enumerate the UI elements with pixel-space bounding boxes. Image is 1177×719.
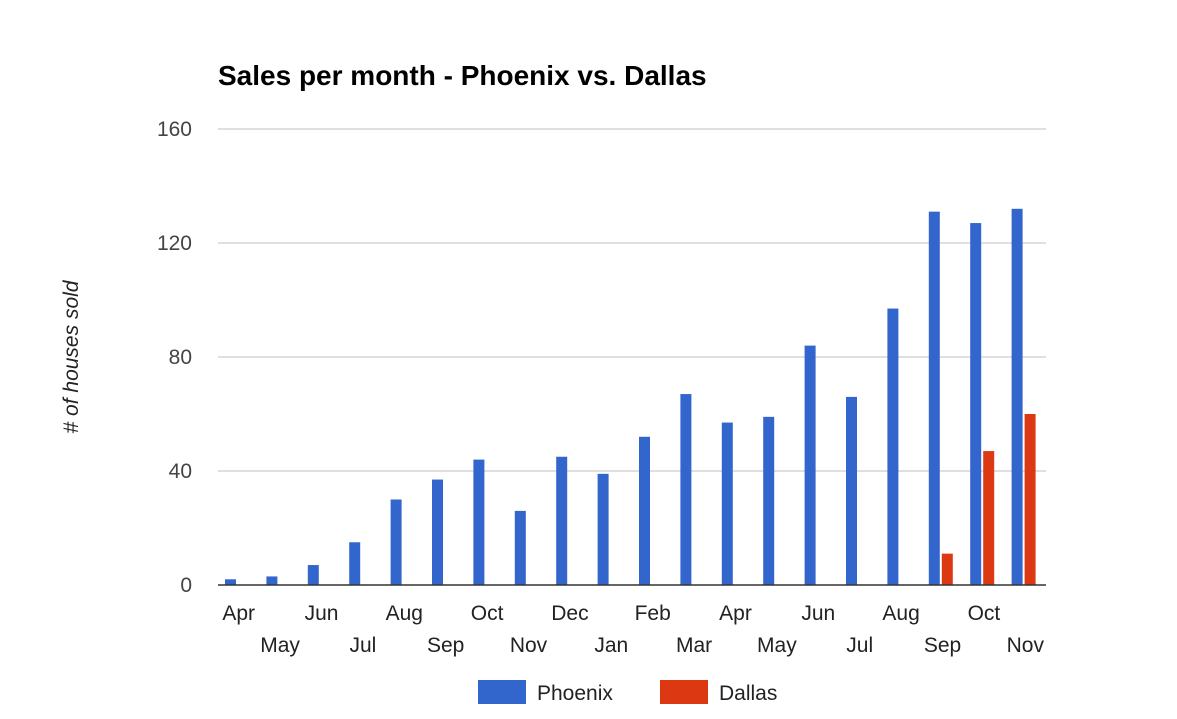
x-tick-label: Oct [471, 602, 504, 625]
bar-phoenix-oct-18[interactable] [970, 223, 982, 586]
y-tick-label: 160 [157, 118, 192, 141]
bar-phoenix-nov-7[interactable] [514, 510, 526, 585]
bar-phoenix-may-13[interactable] [763, 416, 775, 585]
bar-phoenix-nov-19[interactable] [1011, 208, 1023, 586]
x-tick-label: Jul [349, 634, 376, 657]
x-tick-label: Nov [1007, 634, 1045, 657]
x-tick-label: Nov [510, 634, 548, 657]
x-tick-label: Oct [968, 602, 1001, 625]
y-tick-label: 120 [157, 232, 192, 255]
x-tick-label: Jul [846, 634, 873, 657]
y-axis-label: # of houses sold [60, 279, 83, 433]
legend-swatch-phoenix[interactable] [478, 680, 526, 704]
y-tick-label: 40 [169, 460, 192, 483]
bar-phoenix-apr-0[interactable] [225, 579, 236, 585]
x-tick-label: Apr [719, 602, 752, 625]
bar-phoenix-apr-12[interactable] [721, 422, 733, 585]
x-tick-label: May [757, 634, 797, 657]
x-tick-label: Dec [551, 602, 588, 625]
chart-title: Sales per month - Phoenix vs. Dallas [218, 60, 707, 91]
x-tick-label: Jun [305, 602, 339, 625]
bar-phoenix-dec-8[interactable] [556, 456, 568, 585]
y-tick-label: 80 [169, 346, 192, 369]
bar-dallas-oct-18[interactable] [983, 451, 995, 585]
bar-dallas-nov-19[interactable] [1024, 414, 1036, 585]
bar-phoenix-sep-17[interactable] [928, 211, 940, 585]
bar-phoenix-mar-11[interactable] [680, 394, 692, 585]
y-tick-label: 0 [180, 574, 192, 597]
x-tick-label: Mar [676, 634, 712, 657]
bar-dallas-sep-17[interactable] [941, 553, 953, 585]
x-tick-label: Aug [882, 602, 919, 625]
bar-phoenix-aug-4[interactable] [390, 499, 402, 586]
x-tick-label: Jun [801, 602, 835, 625]
bar-phoenix-jan-9[interactable] [597, 473, 609, 585]
bar-phoenix-aug-16[interactable] [887, 308, 899, 585]
x-axis-ticks: AprMayJunJulAugSepOctNovDecJanFebMarAprM… [222, 602, 1044, 657]
y-axis-ticks: 0 40 80 120 160 [157, 118, 192, 597]
x-tick-label: Apr [222, 602, 255, 625]
bar-phoenix-jul-3[interactable] [349, 542, 361, 585]
x-tick-label: Aug [386, 602, 423, 625]
x-tick-label: Feb [635, 602, 671, 625]
x-tick-label: May [260, 634, 300, 657]
bars [225, 208, 1036, 586]
bar-phoenix-may-1[interactable] [266, 576, 278, 585]
x-tick-label: Sep [924, 634, 961, 657]
x-tick-label: Jan [594, 634, 628, 657]
legend: Phoenix Dallas [478, 680, 777, 705]
bar-phoenix-oct-6[interactable] [473, 459, 485, 585]
bar-phoenix-jun-14[interactable] [804, 345, 816, 585]
legend-label-phoenix: Phoenix [537, 682, 613, 705]
legend-swatch-dallas[interactable] [660, 680, 708, 704]
bar-phoenix-sep-5[interactable] [432, 479, 443, 585]
legend-label-dallas: Dallas [719, 682, 777, 705]
bar-phoenix-jul-15[interactable] [846, 396, 857, 585]
bar-phoenix-feb-10[interactable] [639, 436, 650, 585]
x-tick-label: Sep [427, 634, 464, 657]
gridlines [218, 128, 1046, 472]
bar-phoenix-jun-2[interactable] [307, 565, 319, 585]
